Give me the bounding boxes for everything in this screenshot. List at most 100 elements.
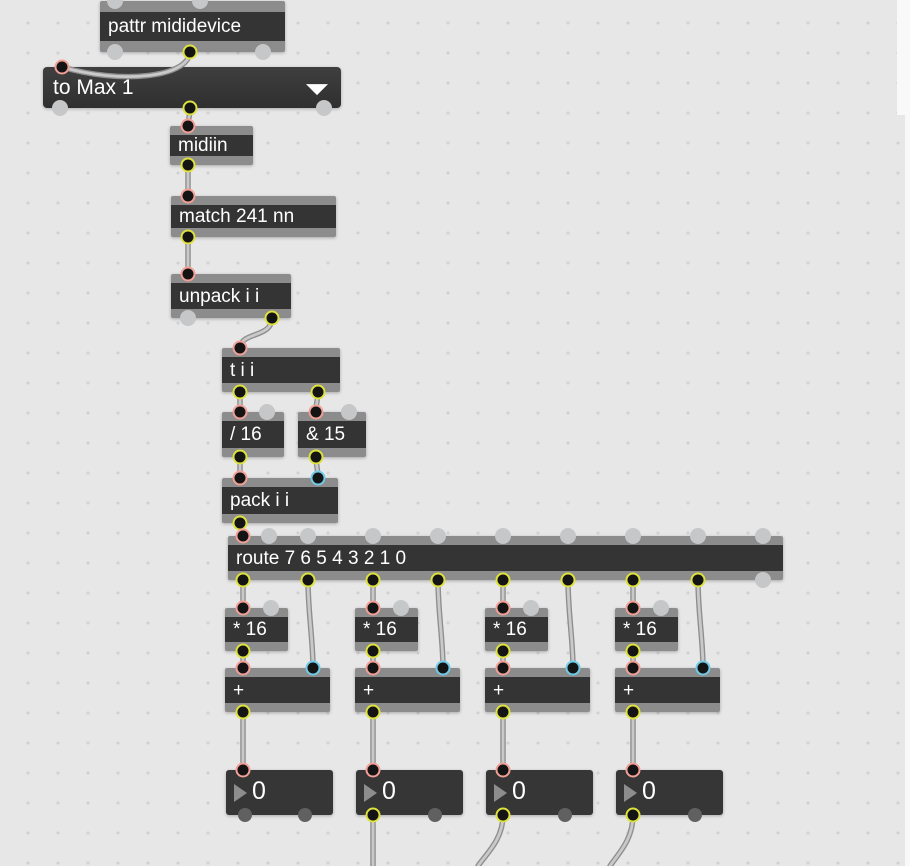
- inlet[interactable]: [305, 660, 321, 676]
- inlet-stub[interactable]: [259, 404, 275, 420]
- outlet[interactable]: [690, 572, 706, 588]
- outlet-stub[interactable]: [107, 44, 123, 60]
- outlet[interactable]: [625, 704, 641, 720]
- outlet[interactable]: [308, 449, 324, 465]
- outlet[interactable]: [310, 384, 326, 400]
- inlet[interactable]: [235, 660, 251, 676]
- inlet[interactable]: [235, 600, 251, 616]
- inlet[interactable]: [365, 762, 381, 778]
- object-box-trigger[interactable]: t i i: [222, 340, 340, 400]
- outlet-stub[interactable]: [52, 100, 68, 116]
- number-box-3[interactable]: 0: [486, 762, 593, 823]
- outlet[interactable]: [232, 449, 248, 465]
- patch-cord[interactable]: [695, 577, 706, 671]
- object-box-add-1[interactable]: +: [225, 660, 330, 720]
- inlet[interactable]: [308, 404, 324, 420]
- umenu-dropdown[interactable]: to Max 1: [43, 59, 341, 116]
- inlet[interactable]: [232, 340, 248, 356]
- inlet[interactable]: [695, 660, 711, 676]
- object-box-match[interactable]: match 241 nn: [171, 188, 336, 245]
- outlet[interactable]: [232, 384, 248, 400]
- inlet[interactable]: [495, 660, 511, 676]
- outlet[interactable]: [495, 807, 511, 823]
- inlet[interactable]: [625, 762, 641, 778]
- inlet-stub[interactable]: [653, 600, 669, 616]
- outlet[interactable]: [495, 643, 511, 659]
- number-box-2[interactable]: 0: [356, 762, 463, 823]
- number-box-4[interactable]: 0: [616, 762, 723, 823]
- inlet-stub[interactable]: [263, 600, 279, 616]
- outlet[interactable]: [365, 572, 381, 588]
- outlet[interactable]: [625, 572, 641, 588]
- inlet[interactable]: [625, 600, 641, 616]
- inlet[interactable]: [565, 660, 581, 676]
- outlet[interactable]: [300, 572, 316, 588]
- outlet[interactable]: [495, 704, 511, 720]
- inlet[interactable]: [235, 762, 251, 778]
- object-box-midiin[interactable]: midiin: [170, 118, 253, 173]
- outlet[interactable]: [495, 572, 511, 588]
- outlet[interactable]: [180, 229, 196, 245]
- outlet-stub[interactable]: [688, 808, 702, 822]
- object-box-pack[interactable]: pack i i: [222, 470, 338, 531]
- outlet[interactable]: [430, 572, 446, 588]
- outlet-stub[interactable]: [238, 808, 252, 822]
- object-box-mult-3[interactable]: * 16: [485, 600, 548, 659]
- object-box-route[interactable]: route 7 6 5 4 3 2 1 0: [228, 528, 783, 588]
- inlet[interactable]: [235, 528, 251, 544]
- outlet[interactable]: [560, 572, 576, 588]
- inlet[interactable]: [435, 660, 451, 676]
- inlet-stub[interactable]: [560, 528, 576, 544]
- patch-cord[interactable]: [565, 577, 576, 671]
- patch-cord[interactable]: [305, 577, 316, 671]
- outlet-stub[interactable]: [558, 808, 572, 822]
- object-box-mult-4[interactable]: * 16: [615, 600, 678, 659]
- inlet[interactable]: [180, 266, 196, 282]
- inlet[interactable]: [495, 600, 511, 616]
- inlet[interactable]: [180, 118, 196, 134]
- object-box-add-3[interactable]: +: [485, 660, 590, 720]
- patch-cord[interactable]: [607, 812, 636, 866]
- inlet-stub[interactable]: [192, 0, 208, 9]
- outlet[interactable]: [365, 704, 381, 720]
- inlet[interactable]: [365, 600, 381, 616]
- inlet-stub[interactable]: [430, 528, 446, 544]
- object-box-add-4[interactable]: +: [615, 660, 720, 720]
- outlet-stub[interactable]: [428, 808, 442, 822]
- outlet[interactable]: [235, 643, 251, 659]
- inlet-stub[interactable]: [261, 528, 277, 544]
- inlet-stub[interactable]: [495, 528, 511, 544]
- outlet[interactable]: [235, 572, 251, 588]
- inlet[interactable]: [625, 660, 641, 676]
- inlet-stub[interactable]: [365, 528, 381, 544]
- outlet[interactable]: [180, 157, 196, 173]
- object-box-mult-2[interactable]: * 16: [355, 600, 418, 659]
- inlet[interactable]: [495, 762, 511, 778]
- outlet-stub[interactable]: [298, 808, 312, 822]
- inlet-stub[interactable]: [341, 404, 357, 420]
- outlet[interactable]: [625, 807, 641, 823]
- patch-cord[interactable]: [435, 577, 446, 671]
- number-box-1[interactable]: 0: [226, 762, 333, 822]
- object-box-add-2[interactable]: +: [355, 660, 460, 720]
- inlet[interactable]: [54, 59, 70, 75]
- outlet-stub[interactable]: [316, 100, 332, 116]
- outlet[interactable]: [264, 310, 280, 326]
- inlet-stub[interactable]: [107, 0, 123, 9]
- inlet-stub[interactable]: [523, 600, 539, 616]
- outlet[interactable]: [182, 44, 198, 60]
- object-box-mult-1[interactable]: * 16: [225, 600, 288, 659]
- outlet[interactable]: [235, 704, 251, 720]
- outlet-stub[interactable]: [755, 572, 771, 588]
- inlet[interactable]: [310, 470, 326, 486]
- patch-cord[interactable]: [475, 812, 506, 866]
- outlet[interactable]: [365, 807, 381, 823]
- outlet[interactable]: [182, 100, 198, 116]
- object-box-bitand[interactable]: & 15: [298, 404, 366, 465]
- inlet[interactable]: [365, 660, 381, 676]
- outlet[interactable]: [625, 643, 641, 659]
- object-box-pattr[interactable]: pattr mididevice: [100, 0, 285, 60]
- object-box-unpack[interactable]: unpack i i: [171, 266, 291, 326]
- inlet[interactable]: [232, 470, 248, 486]
